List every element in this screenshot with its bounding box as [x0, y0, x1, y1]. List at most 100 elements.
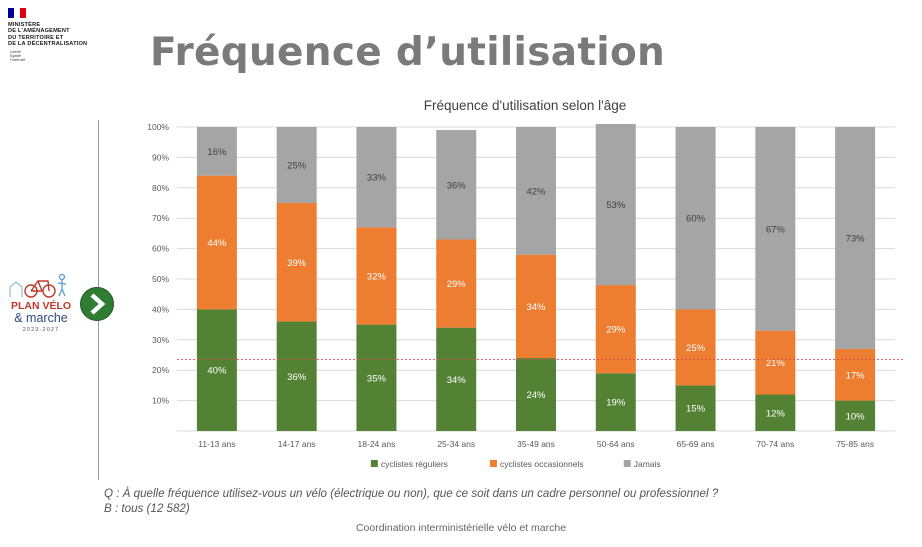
data-label: 25%	[287, 161, 307, 172]
data-label: 34%	[447, 375, 467, 386]
legend-swatch	[370, 460, 378, 467]
plan-velo-marche-logo: PLAN VÉLO & marche 2023-2027	[9, 273, 71, 333]
data-label: 33%	[367, 173, 387, 184]
data-label: 10%	[846, 411, 866, 422]
y-tick-label: 90%	[152, 152, 169, 162]
bar-segment	[196, 175, 237, 310]
data-label: 16%	[207, 147, 227, 158]
data-label: 15%	[686, 404, 706, 415]
data-label: 40%	[207, 366, 227, 377]
x-tick-label: 14-17 ans	[278, 439, 316, 449]
plan-logo-line3: 2023-2027	[23, 327, 60, 333]
y-tick-label: 40%	[152, 304, 169, 314]
ministry-name-line: MINISTÈRE	[8, 22, 41, 28]
data-label: 19%	[606, 398, 626, 409]
data-label: 24%	[526, 390, 546, 401]
legend-label: cyclistes occasionnels	[500, 459, 584, 469]
chevron-right-icon	[90, 293, 106, 315]
bar-segment	[516, 254, 556, 359]
legend-swatch	[623, 460, 631, 467]
bar-segment	[196, 309, 237, 431]
motto-line: Liberté	[10, 49, 21, 54]
next-arrow-button[interactable]	[79, 286, 115, 322]
x-tick-label: 65-69 ans	[677, 439, 715, 449]
data-label: 34%	[526, 302, 546, 313]
data-label: 29%	[447, 279, 467, 290]
survey-question: Q : À quelle fréquence utilisez-vous un …	[104, 487, 719, 500]
y-tick-label: 100%	[147, 122, 169, 132]
x-tick-label: 70-74 ans	[756, 439, 794, 449]
plan-logo-line1: PLAN VÉLO	[11, 299, 71, 312]
bar-segment	[835, 348, 876, 401]
bar-segment	[436, 130, 477, 240]
data-label: 35%	[367, 373, 387, 384]
bar-segment	[356, 324, 397, 431]
bar-segment	[276, 321, 317, 431]
motto-line: Égalité	[10, 53, 21, 58]
y-tick-label: 50%	[152, 274, 169, 284]
bar-segment	[516, 358, 556, 431]
motto-line: Fraternité	[10, 58, 26, 63]
footer-coordination: Coordination interministérielle vélo et …	[355, 522, 567, 534]
data-label: 39%	[287, 258, 307, 269]
stacked-bar-chart: Fréquence d'utilisation selon l'âge 10% 20…	[147, 98, 905, 469]
data-label: 36%	[447, 180, 467, 191]
bar-segment	[436, 239, 477, 328]
bar-segment	[835, 127, 876, 349]
bar-segment	[356, 127, 397, 228]
ministry-name-line: DE L'AMÉNAGEMENT	[8, 28, 70, 35]
legend-label: cyclistes réguliers	[381, 459, 448, 469]
bar-segment	[595, 373, 636, 431]
plan-logo-line2: & marche	[14, 311, 68, 325]
bar-segment	[675, 127, 716, 310]
x-tick-label: 75-85 ans	[836, 439, 874, 449]
x-tick-label: 11-13 ans	[198, 439, 235, 449]
bar-segment	[675, 385, 716, 431]
bar-segment	[595, 285, 636, 374]
data-label: 44%	[207, 238, 227, 249]
bar-segment	[276, 203, 317, 322]
bar-segment	[595, 123, 636, 286]
data-label: 21%	[766, 358, 786, 369]
bar-segment	[276, 127, 317, 203]
y-tick-label: 60%	[152, 244, 169, 254]
legend-label: Jamais	[634, 459, 661, 469]
data-label: 17%	[846, 370, 866, 381]
data-label: 25%	[686, 343, 706, 354]
bar-segment	[755, 330, 796, 395]
bar-segment	[755, 127, 796, 331]
data-label: 29%	[606, 325, 626, 336]
data-label: 73%	[846, 233, 866, 244]
walker-icon	[57, 273, 67, 297]
data-label: 36%	[287, 372, 307, 383]
y-tick-label: 80%	[152, 183, 169, 193]
bar-segment	[516, 127, 556, 255]
bar-segment	[675, 309, 716, 386]
y-tick-label: 70%	[152, 213, 169, 223]
bar-segment	[356, 227, 397, 325]
y-tick-label: 20%	[152, 365, 169, 375]
x-tick-label: 25-34 ans	[437, 439, 475, 449]
data-label: 12%	[766, 408, 786, 419]
bar-segment	[755, 394, 796, 431]
bar-segment	[835, 400, 876, 431]
legend-swatch	[489, 460, 497, 467]
ministry-name-line: DU TERRITOIRE ET	[8, 34, 64, 41]
ministry-name-line: DE LA DÉCENTRALISATION	[8, 41, 88, 48]
bicycle-icon	[24, 280, 56, 298]
bar-segment	[436, 327, 477, 431]
x-tick-label: 50-64 ans	[597, 439, 635, 449]
page-title: Fréquence d’utilisation	[150, 30, 666, 75]
data-label: 60%	[686, 214, 706, 225]
x-tick-label: 18-24 ans	[358, 439, 396, 449]
ministry-logo: MINISTÈRE DE L'AMÉNAGEMENT DU TERRITOIRE…	[8, 8, 108, 63]
x-tick-label: 35-49 ans	[517, 439, 555, 449]
house-icon	[9, 281, 23, 297]
chart-title: Fréquence d'utilisation selon l'âge	[424, 98, 627, 113]
bar-segment	[196, 127, 237, 176]
y-tick-label: 30%	[152, 335, 169, 345]
y-tick-label: 10%	[152, 396, 169, 406]
republic-flag-icon	[8, 8, 26, 18]
data-label: 53%	[606, 200, 626, 211]
data-label: 42%	[526, 186, 546, 197]
